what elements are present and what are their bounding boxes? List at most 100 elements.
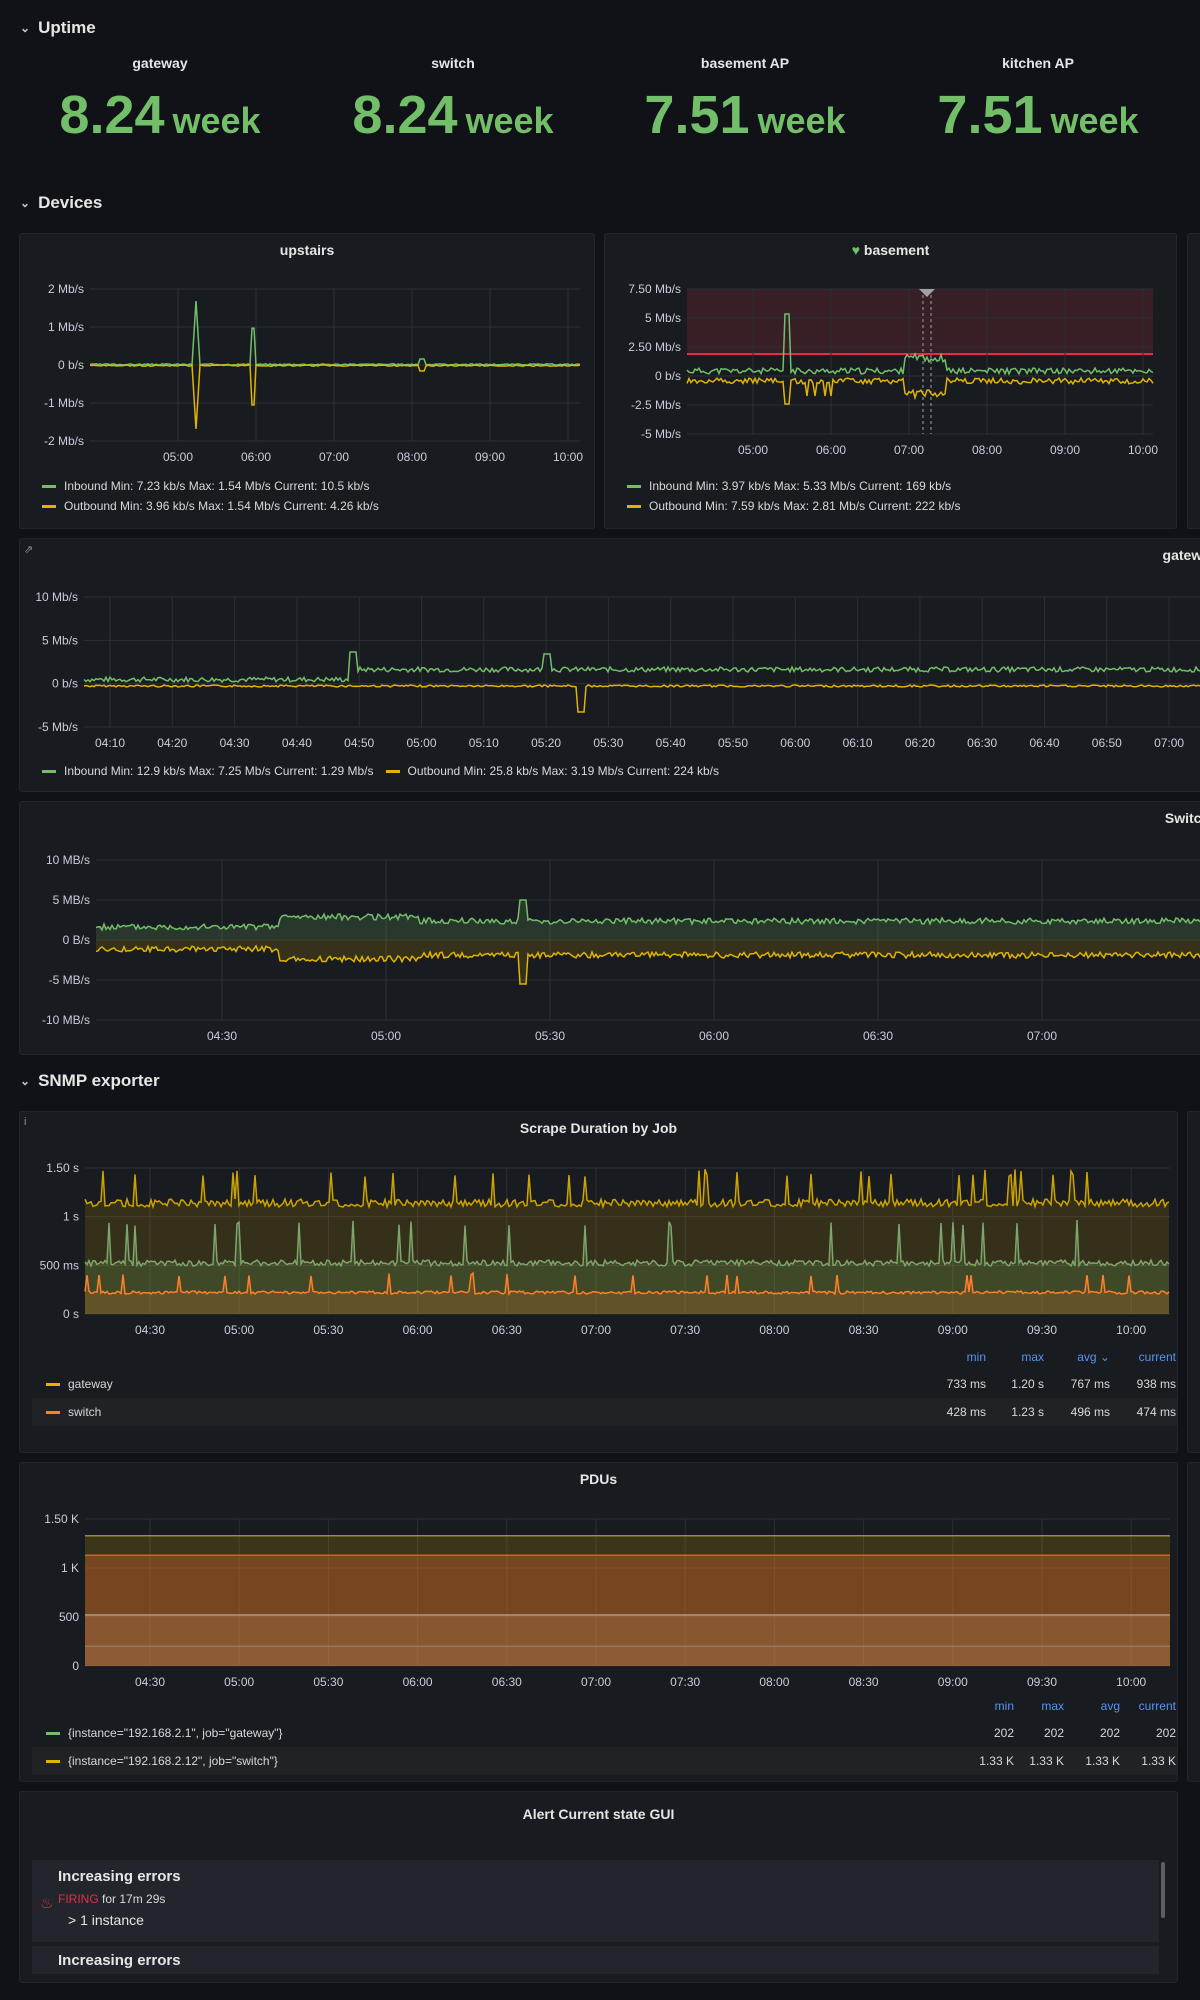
x-tick-label: 06:50	[1092, 736, 1122, 750]
x-tick-label: 08:00	[759, 1675, 789, 1689]
panel-partial	[1187, 233, 1200, 529]
row-title: Devices	[38, 193, 103, 212]
series-inbound	[83, 651, 1200, 684]
panel-title: Alert Current state GUI	[522, 1806, 675, 1822]
col-max[interactable]: max	[1021, 1350, 1044, 1364]
legend-item-inbound[interactable]: Inbound Min: 7.23 kb/s Max: 1.54 Mb/s Cu…	[42, 476, 379, 496]
panel-title: gatewa	[1162, 547, 1200, 563]
legend-row-gateway[interactable]: gateway 733 ms 1.20 s 767 ms 938 ms	[32, 1370, 1177, 1398]
y-tick-label: 5 Mb/s	[42, 633, 78, 647]
row-title: Uptime	[38, 18, 96, 37]
x-tick-label: 06:20	[905, 736, 935, 750]
panel-alerts[interactable]: Alert Current state GUI Increasing error…	[19, 1791, 1178, 1983]
chart-upstairs: 2 Mb/s 1 Mb/s 0 b/s -1 Mb/s -2 Mb/s 05:00 06:0…	[44, 282, 583, 464]
x-tick-label: 05:10	[469, 736, 499, 750]
series-outbound-fill	[96, 940, 1200, 984]
y-tick-label: 0 B/s	[63, 933, 90, 947]
x-tick-label: 08:00	[759, 1323, 789, 1337]
panel-pdus[interactable]: PDUs 1.50 K 1 K 500 0 04:30 05:00 05:30 06:00 06…	[19, 1462, 1178, 1782]
stat-basement-ap[interactable]: basement AP 7.51 week	[600, 55, 890, 151]
panel-upstairs[interactable]: upstairs 2 Mb/s 1 Mb/s 0 b/s -1 Mb/s -2 Mb/s…	[19, 233, 595, 529]
col-current[interactable]: current	[1138, 1699, 1176, 1713]
series-gateway	[84, 1168, 1170, 1210]
stat-label: basement AP	[700, 55, 790, 71]
col-avg[interactable]: avg ⌄	[1077, 1350, 1110, 1364]
col-avg[interactable]: avg	[1100, 1699, 1120, 1713]
legend-row-switch[interactable]: {instance="192.168.2.12", job="switch"} …	[32, 1747, 1177, 1775]
panel-gateway[interactable]: ⇗ gatewa 10 Mb/s 5 Mb/s 0 b/s -5 Mb/s 04:10 0…	[19, 538, 1200, 792]
chevron-down-icon: ⌄	[20, 196, 31, 210]
fire-icon: ♨	[40, 1895, 54, 1912]
legend-row-switch[interactable]: switch 428 ms 1.23 s 496 ms 474 ms	[32, 1398, 1177, 1426]
y-tick-label: 10 Mb/s	[35, 590, 78, 604]
series-inbound-fill	[96, 900, 1200, 940]
legend: Inbound Min: 3.97 kb/s Max: 5.33 Mb/s Cu…	[627, 476, 961, 516]
x-tick-label: 04:30	[135, 1675, 165, 1689]
x-tick-label: 05:00	[224, 1675, 254, 1689]
col-min[interactable]: min	[994, 1699, 1014, 1713]
x-tick-label: 10:00	[1128, 443, 1158, 457]
x-tick-label: 05:00	[738, 443, 768, 457]
legend-item-outbound[interactable]: Outbound Min: 7.59 kb/s Max: 2.81 Mb/s C…	[627, 496, 961, 516]
col-max[interactable]: max	[1041, 1699, 1064, 1713]
panel-title: ♥ basement	[851, 242, 930, 258]
y-tick-label: -5 MB/s	[49, 973, 90, 987]
y-tick-label: -1 Mb/s	[44, 396, 84, 410]
series-inbound	[95, 899, 1200, 932]
chart-switch: 10 MB/s 5 MB/s 0 B/s -5 MB/s -10 MB/s 04:30 05…	[42, 853, 1200, 1043]
x-tick-label: 08:30	[849, 1323, 879, 1337]
row-snmp-exporter[interactable]: ⌄ SNMP exporter	[20, 1071, 160, 1091]
x-tick-label: 08:30	[849, 1675, 879, 1689]
y-tick-label: 2.50 Mb/s	[628, 340, 681, 354]
alert-detail[interactable]: > 1 instance	[68, 1912, 144, 1928]
x-tick-label: 05:00	[224, 1323, 254, 1337]
legend-item-inbound[interactable]: Inbound Min: 12.9 kb/s Max: 7.25 Mb/s Cu…	[42, 761, 374, 781]
y-tick-label: 5 MB/s	[53, 893, 90, 907]
y-tick-label: 500	[59, 1610, 79, 1624]
info-icon[interactable]: i	[24, 1116, 27, 1128]
panel-basement[interactable]: ♥ basement 7.50 Mb/s 5 Mb/s 2.50 Mb/s 0 b/s…	[604, 233, 1177, 529]
x-tick-label: 04:10	[95, 736, 125, 750]
alert-name: Increasing errors	[58, 1952, 181, 1969]
y-tick-label: 7.50 Mb/s	[628, 282, 681, 296]
row-title: SNMP exporter	[38, 1071, 160, 1090]
alert-item[interactable]: Increasing errors	[32, 1946, 1159, 1974]
x-tick-label: 09:00	[938, 1675, 968, 1689]
row-devices[interactable]: ⌄ Devices	[20, 193, 102, 213]
x-tick-label: 05:50	[718, 736, 748, 750]
x-tick-label: 06:30	[492, 1323, 522, 1337]
x-tick-label: 05:20	[531, 736, 561, 750]
chevron-down-icon: ⌄	[20, 1074, 31, 1088]
x-tick-label: 07:00	[1154, 736, 1184, 750]
stat-value: 8.24 week	[59, 85, 261, 145]
x-tick-label: 06:30	[863, 1029, 893, 1043]
x-tick-label: 04:20	[157, 736, 187, 750]
col-current[interactable]: current	[1138, 1350, 1176, 1364]
stat-gateway[interactable]: gateway 8.24 week	[15, 55, 305, 151]
scrollbar[interactable]	[1161, 1862, 1165, 1918]
panel-title: Switch	[1164, 810, 1200, 826]
alert-item[interactable]: Increasing errors ♨ FIRING for 17m 29s >…	[32, 1860, 1159, 1942]
legend: Inbound Min: 7.23 kb/s Max: 1.54 Mb/s Cu…	[42, 476, 379, 516]
legend-item-outbound[interactable]: Outbound Min: 25.8 kb/s Max: 3.19 Mb/s C…	[385, 761, 719, 781]
panel-switch[interactable]: Switch 10 MB/s 5 MB/s 0 B/s -5 MB/s -10 MB/s…	[19, 801, 1200, 1055]
legend-row-gateway[interactable]: {instance="192.168.2.1", job="gateway"} …	[32, 1719, 1177, 1747]
stat-switch[interactable]: switch 8.24 week	[308, 55, 598, 151]
col-min[interactable]: min	[966, 1350, 986, 1364]
x-tick-label: 06:00	[699, 1029, 729, 1043]
legend-item-inbound[interactable]: Inbound Min: 3.97 kb/s Max: 5.33 Mb/s Cu…	[627, 476, 961, 496]
x-tick-label: 04:30	[220, 736, 250, 750]
x-tick-label: 09:30	[1027, 1323, 1057, 1337]
row-uptime[interactable]: ⌄ Uptime	[20, 18, 96, 38]
stat-kitchen-ap[interactable]: kitchen AP 7.51 week	[893, 55, 1183, 151]
external-link-icon[interactable]: ⇗	[24, 544, 34, 556]
x-tick-label: 06:00	[816, 443, 846, 457]
series-switch	[84, 1219, 1170, 1269]
x-tick-label: 05:30	[313, 1675, 343, 1689]
x-tick-label: 06:30	[967, 736, 997, 750]
legend-item-outbound[interactable]: Outbound Min: 3.96 kb/s Max: 1.54 Mb/s C…	[42, 496, 379, 516]
x-tick-label: 06:00	[403, 1323, 433, 1337]
alert-state: FIRING for 17m 29s	[58, 1892, 166, 1906]
panel-scrape-duration[interactable]: i Scrape Duration by Job 1.50 s 1 s 500 ms…	[19, 1111, 1178, 1453]
y-tick-label: 1.50 K	[44, 1512, 79, 1526]
